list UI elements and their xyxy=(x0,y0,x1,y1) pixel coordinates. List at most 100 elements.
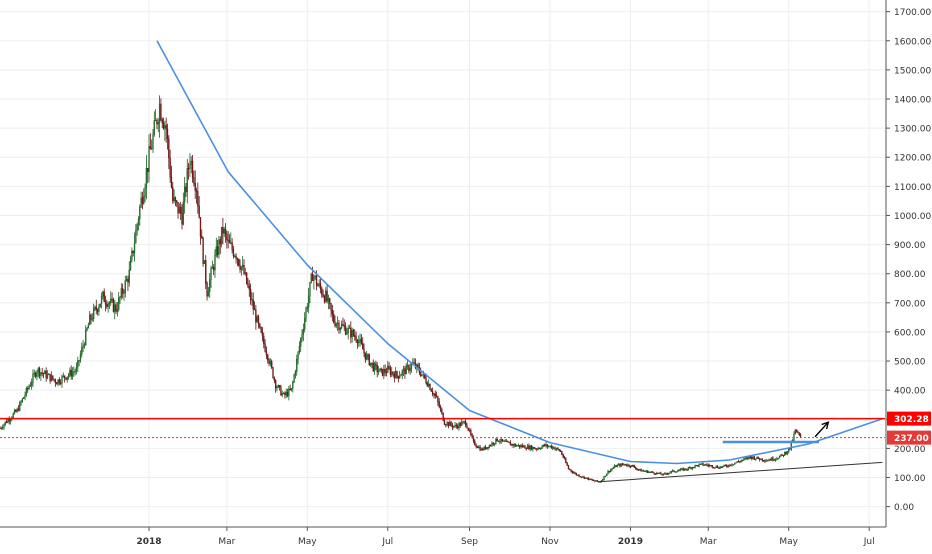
candle-body xyxy=(91,315,92,319)
candle-body xyxy=(749,457,750,459)
candle-body xyxy=(308,296,309,307)
candle-body xyxy=(505,441,506,442)
candle-body xyxy=(444,421,445,425)
candle-body xyxy=(213,267,214,270)
candle-body xyxy=(178,202,179,213)
candle-body xyxy=(589,479,590,480)
candle-body xyxy=(266,352,267,355)
candle-body xyxy=(743,459,744,460)
candle-body xyxy=(783,455,784,456)
candle-body xyxy=(241,267,242,270)
candle-body xyxy=(249,286,250,289)
candle-body xyxy=(51,376,52,381)
candle-body xyxy=(687,469,688,470)
candle-body xyxy=(110,299,111,303)
candle-body xyxy=(319,284,320,286)
candle-body xyxy=(691,467,692,468)
candle-body xyxy=(13,414,14,418)
candle-body xyxy=(216,247,217,255)
candle-body xyxy=(375,364,376,366)
candle-body xyxy=(370,363,371,365)
candle-body xyxy=(400,375,401,376)
candle-body xyxy=(320,284,321,289)
candle-body xyxy=(457,426,458,428)
candle-body xyxy=(189,164,190,168)
candle-body xyxy=(382,369,383,375)
candle-body xyxy=(350,328,351,337)
candle-body xyxy=(286,392,287,395)
x-tick-label: May xyxy=(779,537,798,547)
candle-body xyxy=(205,260,206,283)
y-tick-label: 700.00 xyxy=(894,299,926,309)
candle-body xyxy=(9,420,10,421)
candle-body xyxy=(369,355,370,365)
candle-body xyxy=(693,467,694,468)
candle-body xyxy=(5,422,6,425)
candle-body xyxy=(596,480,597,481)
candle-body xyxy=(489,445,490,448)
candle-body xyxy=(507,441,508,442)
candle-body xyxy=(58,380,59,385)
candle-body xyxy=(418,365,419,368)
candle-body xyxy=(722,466,723,467)
candle-body xyxy=(724,465,725,466)
candle-body xyxy=(18,409,19,411)
candle-body xyxy=(247,284,248,287)
candle-body xyxy=(476,445,477,446)
candle-body xyxy=(116,305,117,312)
candle-body xyxy=(747,458,748,459)
candle-body xyxy=(679,470,680,471)
candle-body xyxy=(718,468,719,469)
candle-body xyxy=(279,385,280,386)
candle-body xyxy=(95,307,96,308)
candle-body xyxy=(97,310,98,312)
candle-body xyxy=(469,430,470,431)
candle-body xyxy=(557,448,558,449)
candle-body xyxy=(451,422,452,425)
candle-body xyxy=(433,394,434,395)
candle-body xyxy=(398,376,399,378)
x-tick-label: Mar xyxy=(700,537,717,547)
candle-body xyxy=(127,279,128,282)
candle-body xyxy=(317,285,318,286)
candle-body xyxy=(482,449,483,450)
candle-body xyxy=(221,227,222,244)
candle-body xyxy=(456,425,457,426)
candle-body xyxy=(105,302,106,304)
candle-body xyxy=(466,425,467,428)
candle-body xyxy=(164,126,165,129)
candle-body xyxy=(576,473,577,475)
candle-body xyxy=(133,251,134,253)
candle-body xyxy=(55,380,56,383)
candle-body xyxy=(672,470,673,471)
candle-body xyxy=(585,478,586,479)
candle-body xyxy=(762,459,763,461)
candle-body xyxy=(495,439,496,444)
candle-body xyxy=(705,464,706,465)
candle-body xyxy=(681,469,682,470)
candle-body xyxy=(134,243,135,253)
candle-body xyxy=(112,299,113,300)
candle-body xyxy=(732,465,733,466)
candle-body xyxy=(677,471,678,472)
candle-body xyxy=(307,307,308,309)
candle-body xyxy=(151,148,152,149)
y-tick-label: 1000.00 xyxy=(894,212,931,222)
candle-body xyxy=(292,382,293,388)
candle-body xyxy=(644,471,645,472)
candle-body xyxy=(730,465,731,466)
candle-body xyxy=(443,413,444,421)
x-tick-label: Jul xyxy=(381,537,393,547)
y-tick-label: 1300.00 xyxy=(894,125,931,135)
candle-body xyxy=(602,479,603,480)
candle-body xyxy=(222,227,223,233)
candle-body xyxy=(141,198,142,207)
candle-body xyxy=(648,472,649,473)
candle-body xyxy=(481,449,482,450)
candle-body xyxy=(404,369,405,374)
candle-body xyxy=(65,378,66,380)
candle-body xyxy=(100,304,101,307)
y-tick-label: 200.00 xyxy=(894,445,926,455)
candle-body xyxy=(521,445,522,446)
